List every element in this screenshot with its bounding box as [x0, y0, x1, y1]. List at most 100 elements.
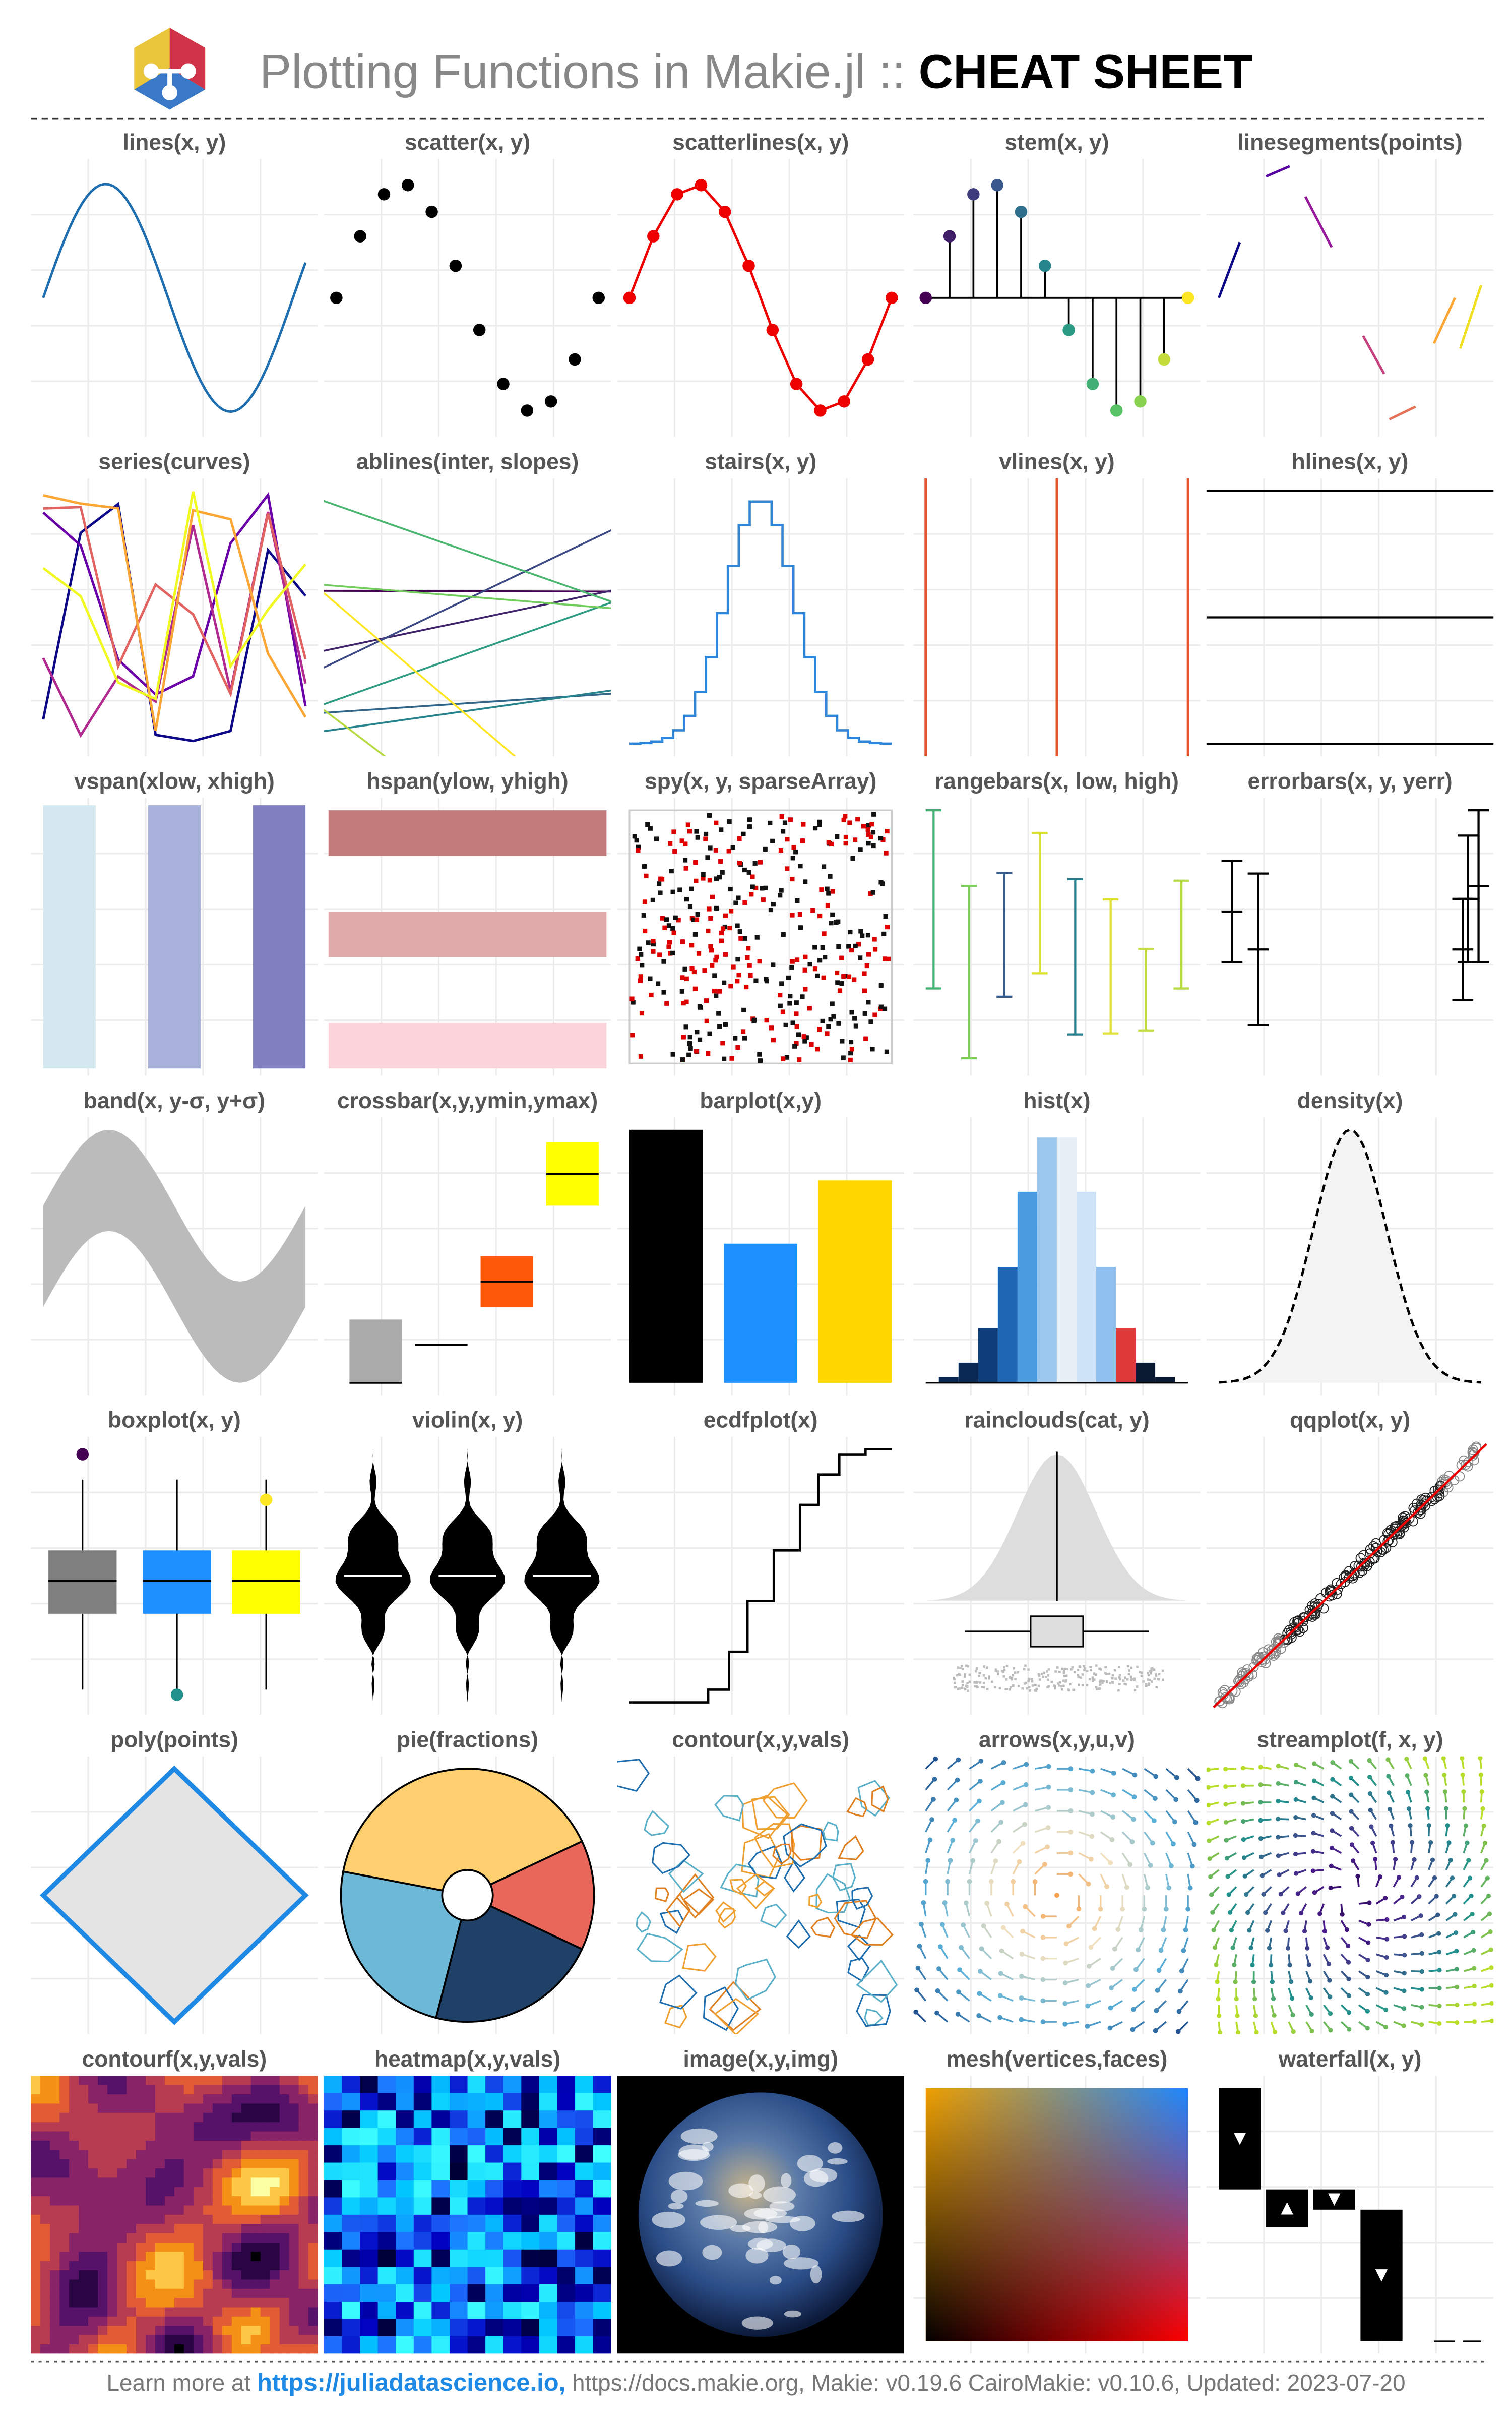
rain	[1003, 1669, 1006, 1672]
point	[919, 291, 932, 305]
contourf-cell	[98, 2252, 108, 2262]
contourf-cell	[279, 2335, 290, 2345]
contourf-cell	[289, 2279, 300, 2290]
contourf-cell	[279, 2261, 290, 2271]
contourf-cell	[203, 2307, 214, 2318]
contourf-cell	[298, 2196, 309, 2207]
cell	[638, 978, 643, 983]
heat-cell	[413, 2162, 432, 2181]
contourf-cell	[174, 2252, 185, 2262]
stream-head	[1479, 1789, 1484, 1794]
heat-cell	[539, 2336, 558, 2354]
rain	[1147, 1674, 1150, 1676]
cell	[713, 958, 718, 963]
contourf-cell	[145, 2177, 156, 2188]
contourf-cell	[117, 2205, 128, 2216]
contourf-cell	[88, 2214, 99, 2225]
heat-cell	[413, 2197, 432, 2215]
contourf-cell	[31, 2196, 41, 2207]
arrow-head	[948, 1858, 953, 1863]
contourf-cell	[69, 2131, 80, 2142]
contourf-cell	[107, 2076, 118, 2086]
heat-cell	[557, 2093, 576, 2111]
contourf-cell	[127, 2270, 137, 2280]
rain	[1147, 1672, 1150, 1674]
contourf-cell	[164, 2242, 175, 2253]
hist-bar	[1116, 1328, 1136, 1383]
cell	[771, 962, 776, 967]
contourf-cell	[231, 2112, 242, 2123]
rain	[1086, 1684, 1089, 1686]
arrow-head	[993, 1858, 998, 1864]
contourf-cell	[250, 2187, 262, 2197]
point	[1181, 291, 1194, 305]
panel-title: hlines(x, y)	[1292, 450, 1409, 474]
contourf-cell	[79, 2224, 89, 2234]
arrow-head	[1098, 1906, 1103, 1912]
footer-link[interactable]: https://juliadatascience.io,	[257, 2369, 565, 2396]
cell	[817, 822, 822, 827]
heat-cell	[539, 2267, 558, 2285]
cell	[800, 838, 805, 843]
contourf-cell	[289, 2261, 300, 2271]
abline	[324, 592, 517, 756]
rain	[1155, 1686, 1158, 1689]
cell	[779, 981, 784, 986]
contourf-cell	[145, 2316, 156, 2327]
contourf-cell	[164, 2326, 175, 2336]
contourf-cell	[279, 2150, 290, 2160]
arrow-head	[933, 1756, 938, 1762]
stream-head	[1328, 2011, 1333, 2016]
heat-cell	[503, 2162, 522, 2181]
rain	[1133, 1689, 1137, 1692]
abline	[324, 590, 611, 593]
cell	[790, 876, 795, 882]
contourf-cell	[136, 2168, 147, 2179]
cell	[884, 851, 889, 856]
qq-point	[1420, 1500, 1430, 1511]
cell	[815, 1047, 820, 1052]
contourf-cell	[270, 2150, 281, 2160]
heat-cell	[396, 2336, 414, 2354]
arrow-head	[1112, 1946, 1117, 1952]
contourf-cell	[69, 2103, 80, 2114]
cell	[687, 1041, 692, 1046]
panel-title: vlines(x, y)	[999, 450, 1114, 474]
cloud	[744, 2208, 778, 2220]
contourf-cell	[193, 2316, 204, 2327]
rain	[1091, 1676, 1094, 1679]
rain	[1046, 1678, 1049, 1681]
panel-title: scatterlines(x, y)	[672, 130, 849, 155]
stream-head	[1437, 2004, 1442, 2009]
heat-cell	[557, 2110, 576, 2129]
cell	[694, 1049, 699, 1054]
heat-cell	[521, 2302, 540, 2320]
contourf-cell	[59, 2094, 70, 2104]
contourf-cell	[241, 2233, 252, 2244]
contourf-cell	[98, 2150, 108, 2160]
contourf-cell	[79, 2307, 89, 2318]
contourf-cell	[270, 2279, 281, 2290]
contourf-cell	[222, 2205, 233, 2216]
cell	[733, 900, 738, 905]
contourf-cell	[289, 2205, 300, 2216]
contourf-cell	[31, 2335, 41, 2345]
contourf-cell	[31, 2122, 41, 2133]
contourf-cell	[174, 2103, 185, 2114]
arrow-head	[977, 1969, 983, 1974]
hist-bar	[938, 1377, 959, 1383]
contourf-cell	[250, 2298, 262, 2309]
contourf-cell	[279, 2131, 290, 2142]
cell	[880, 881, 885, 886]
rain	[1111, 1674, 1114, 1677]
panel-title: scatter(x, y)	[405, 130, 530, 155]
panel-title: hspan(ylow, yhigh)	[366, 769, 568, 794]
contourf-cell	[107, 2103, 118, 2114]
contourf-cell	[136, 2131, 147, 2142]
heat-cell	[539, 2110, 558, 2129]
contourf-cell	[222, 2224, 233, 2234]
stream-head	[1366, 1940, 1371, 1945]
arrow-head	[1150, 1840, 1155, 1846]
stream-head	[1207, 1838, 1212, 1843]
contourf-cell	[212, 2261, 223, 2271]
